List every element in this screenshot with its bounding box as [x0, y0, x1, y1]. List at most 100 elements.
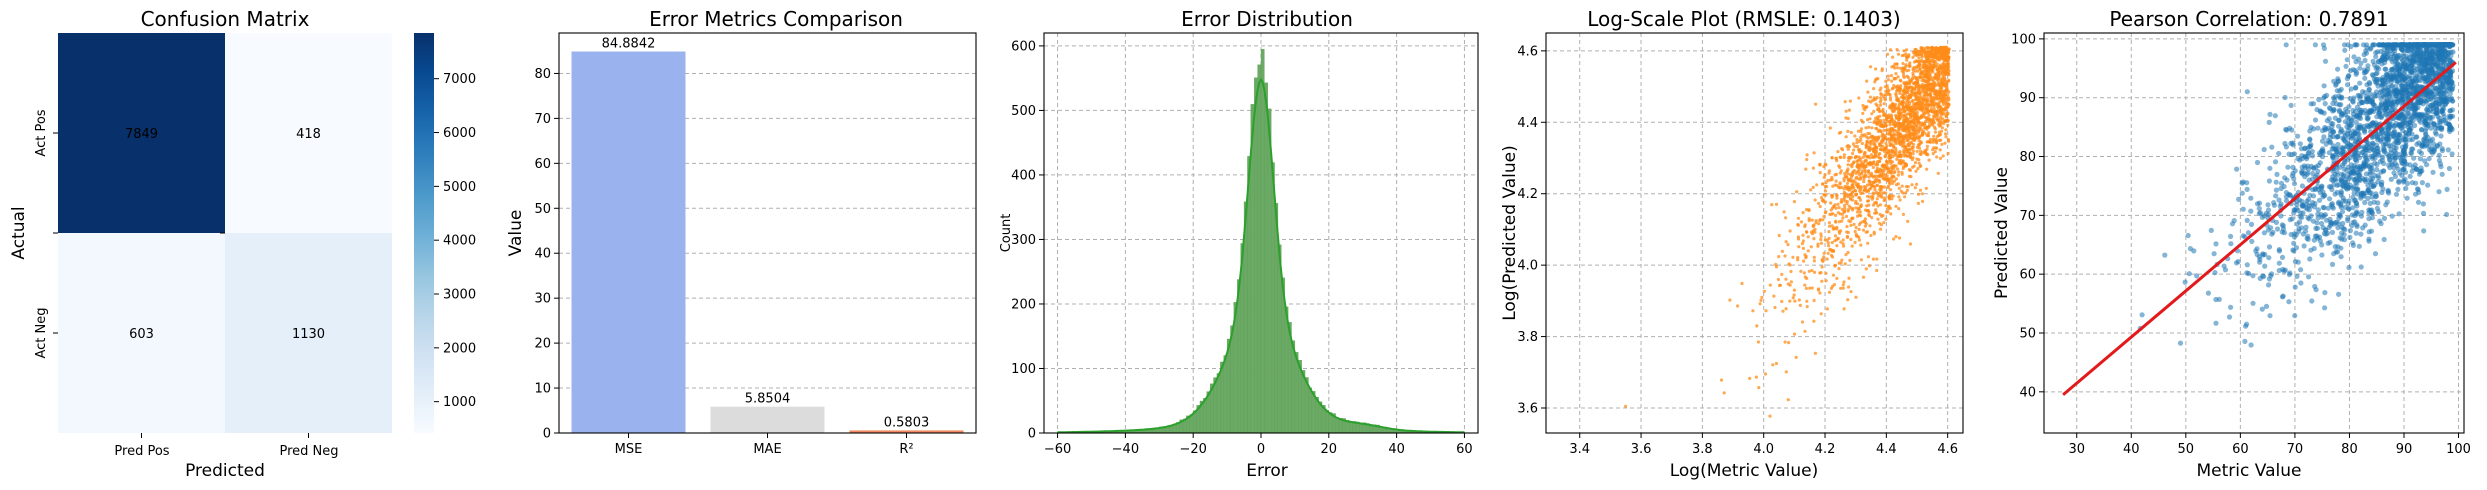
log-point: [1800, 320, 1805, 324]
pearson-point: [2248, 221, 2255, 227]
log-point: [1856, 182, 1860, 186]
log-point: [1844, 116, 1848, 120]
pearson-point: [2280, 293, 2286, 299]
log-point: [1802, 271, 1806, 275]
pearson-point: [2244, 89, 2250, 95]
pearson-point: [2381, 46, 2387, 53]
log-point: [1858, 189, 1862, 193]
pearson-point: [2447, 91, 2453, 97]
log-point: [1755, 324, 1759, 328]
log-point: [1851, 190, 1855, 194]
log-point: [1895, 85, 1899, 89]
log-point: [1920, 133, 1924, 137]
pearson-point: [2335, 79, 2341, 85]
log-point: [1894, 92, 1898, 96]
pearson-point: [2364, 157, 2370, 163]
log-point: [1855, 175, 1859, 179]
log-point: [1806, 235, 1810, 239]
log-point: [1861, 275, 1866, 279]
pearson-point: [2273, 179, 2279, 185]
log-point: [1902, 49, 1906, 53]
log-point: [1874, 163, 1878, 167]
log-point: [1855, 192, 1859, 196]
log-point: [1884, 217, 1888, 221]
log-point: [1818, 162, 1822, 166]
log-point: [1868, 183, 1872, 187]
pearson-point: [2208, 227, 2214, 233]
pearson-point: [2354, 209, 2360, 215]
log-point: [1916, 201, 1920, 205]
log-point: [1940, 142, 1944, 146]
cm-cell-value: 7849: [125, 127, 158, 142]
pearson-point: [2262, 251, 2268, 258]
log-point: [1925, 45, 1929, 50]
confusion-ytick-act-pos: Act Pos: [34, 109, 49, 156]
log-point: [1931, 47, 1935, 51]
log-point: [1827, 169, 1831, 173]
log-point: [1787, 341, 1791, 345]
log-point: [1882, 128, 1886, 132]
log-point: [1876, 174, 1881, 178]
y-tick-label-6: 60: [534, 157, 551, 172]
log-point: [1863, 224, 1867, 228]
log-point: [1892, 237, 1896, 241]
log-point: [1847, 276, 1851, 280]
log-point: [1927, 113, 1931, 117]
pearson-point: [2286, 299, 2292, 305]
log-point: [1934, 75, 1938, 79]
log-point: [1872, 87, 1876, 91]
confusion-title: Confusion Matrix: [141, 7, 310, 31]
log-point: [1863, 133, 1867, 137]
cm-cell: [225, 33, 392, 233]
log-point: [1935, 64, 1939, 68]
log-point: [1856, 129, 1860, 133]
log-point: [1851, 198, 1855, 202]
log-point: [1913, 186, 1917, 190]
pearson-point: [2346, 176, 2352, 182]
log-point: [1821, 182, 1825, 186]
log-point: [1911, 149, 1915, 153]
pearson-point: [2442, 117, 2448, 123]
hist-bin: [1216, 373, 1221, 434]
colorbar-tick-label-5: 6000: [443, 126, 476, 141]
log-point: [1907, 54, 1911, 59]
log-point: [1847, 219, 1851, 223]
x-tick-label-5: 40: [1388, 442, 1405, 457]
log-point: [1939, 99, 1943, 103]
log-point: [1888, 48, 1893, 52]
pearson-point: [2292, 313, 2298, 319]
log-point: [1866, 199, 1870, 203]
log-point: [1941, 102, 1945, 106]
pearson-point: [2276, 260, 2282, 266]
log-point: [1832, 227, 1836, 231]
y-tick-label-5: 4.6: [1517, 44, 1538, 59]
log-point: [1845, 224, 1849, 229]
y-tick-label-1: 3.8: [1517, 330, 1538, 345]
log-point: [1897, 207, 1901, 211]
pearson-point: [2349, 223, 2355, 229]
pearson-point: [2395, 186, 2401, 192]
pearson-point: [2310, 193, 2317, 199]
log-point: [1914, 97, 1918, 101]
hist-bin: [1271, 162, 1275, 434]
log-point: [1898, 78, 1902, 82]
log-point: [1869, 135, 1873, 139]
log-point: [1842, 307, 1846, 311]
log-point: [1910, 183, 1914, 187]
log-point: [1845, 144, 1849, 149]
log-point: [1928, 140, 1932, 144]
log-point: [1862, 219, 1866, 223]
log-point: [1932, 115, 1936, 119]
log-point: [1864, 188, 1868, 192]
log-point: [1920, 78, 1924, 83]
pearson-point: [2250, 300, 2256, 306]
log-point: [1861, 155, 1865, 159]
pearson-point: [2317, 238, 2323, 244]
log-point: [1942, 55, 1946, 60]
log-point: [1878, 227, 1883, 231]
log-point: [1878, 109, 1882, 113]
log-point: [1834, 156, 1838, 160]
log-point: [1875, 166, 1879, 170]
log-point: [1897, 186, 1901, 190]
